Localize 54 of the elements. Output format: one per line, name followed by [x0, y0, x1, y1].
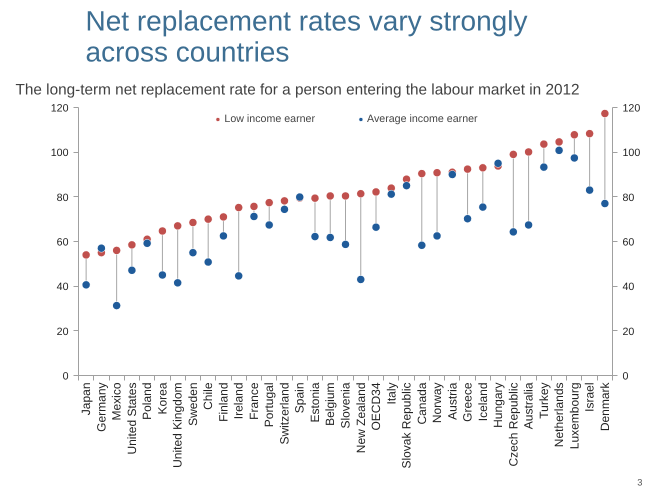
- x-tick-label: Estonia: [308, 382, 322, 423]
- x-tick-label: Japan: [79, 382, 94, 416]
- x-tick-label: Slovak Republic: [400, 382, 414, 469]
- legend-label: Low income earner: [224, 113, 316, 125]
- y-tick-label: 80: [56, 192, 69, 204]
- x-tick-label: Norway: [430, 382, 444, 424]
- x-tick-label: Denmark: [598, 382, 612, 432]
- y2-tick-label: 60: [622, 236, 634, 248]
- y-tick-label: 0: [62, 370, 69, 382]
- x-tick-label: Chile: [201, 382, 216, 410]
- x-tick-label: Korea: [155, 382, 170, 415]
- chart-title: Net replacement rates vary strongly across countries: [86, 6, 528, 68]
- y-tick-label: 100: [50, 147, 69, 160]
- y2-tick-label: 0: [622, 370, 628, 382]
- x-tick-label: United States: [124, 382, 139, 455]
- x-tick-label: Hungary: [491, 382, 506, 428]
- x-tick-label: New Zealand: [354, 382, 368, 454]
- x-tick-label: OECD34: [369, 382, 384, 431]
- chart-subtitle: The long-term net replacement rate for a person entering the labour market in 2012: [16, 82, 580, 98]
- x-tick-label: Germany: [94, 382, 108, 432]
- y2-tick-label: 80: [622, 192, 634, 204]
- x-tick-label: United Kingdom: [170, 382, 185, 468]
- y2-tick-label: 40: [622, 281, 634, 294]
- x-tick-label: Turkey: [536, 382, 551, 419]
- x-tick-label: Finland: [216, 382, 230, 422]
- y2-tick-label: 120: [622, 102, 640, 114]
- x-tick-label: Portugal: [262, 382, 276, 428]
- y-tick-label: 60: [56, 236, 69, 248]
- x-tick-label: Luxembourg: [567, 382, 582, 450]
- x-tick-label: Greece: [460, 382, 475, 422]
- x-tick-label: Israel: [582, 382, 597, 412]
- x-tick-label: Poland: [140, 382, 154, 420]
- y2-tick-label: 20: [622, 326, 634, 338]
- y-tick-label: 120: [50, 102, 69, 114]
- x-tick-label: Belgium: [323, 382, 338, 426]
- x-tick-label: Italy: [384, 382, 398, 405]
- x-tick-label: Iceland: [476, 382, 490, 422]
- x-tick-label: France: [246, 382, 261, 420]
- x-tick-label: Mexico: [110, 382, 124, 421]
- x-tick-label: Australia: [522, 382, 536, 430]
- x-tick-label: Ireland: [232, 382, 246, 420]
- x-tick-label: Sweden: [186, 382, 200, 426]
- x-tick-label: Spain: [292, 382, 307, 414]
- y-tick-label: 40: [56, 281, 69, 294]
- legend-label: Average income earner: [367, 113, 478, 125]
- x-tick-label: Netherlands: [552, 382, 566, 448]
- y2-tick-label: 100: [622, 147, 640, 160]
- y-tick-label: 20: [56, 326, 69, 338]
- x-tick-label: Canada: [414, 382, 429, 425]
- x-tick-label: Slovenia: [338, 382, 352, 429]
- x-tick-label: Austria: [445, 382, 460, 420]
- x-tick-label: Switzerland: [277, 382, 292, 445]
- x-tick-label: Czech Republic: [506, 382, 520, 467]
- text: 3: [637, 478, 643, 488]
